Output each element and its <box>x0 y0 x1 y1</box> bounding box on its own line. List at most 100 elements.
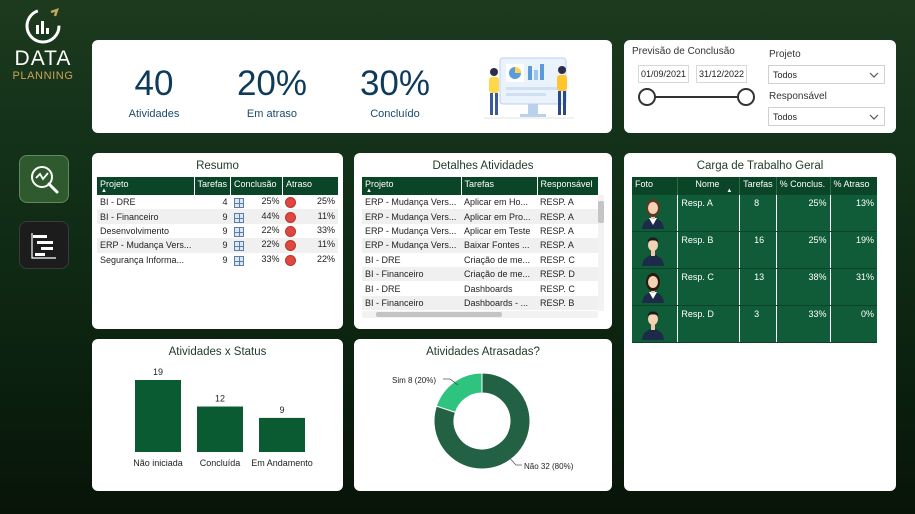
bar-value-label: 12 <box>215 394 225 404</box>
bar[interactable] <box>135 380 181 452</box>
carga-conclusao-cell: 38% <box>776 268 831 306</box>
detalhes-col-tarefas[interactable]: Tarefas <box>461 177 538 195</box>
resumo-projeto-cell: Desenvolvimento <box>100 225 170 236</box>
carga-col-atraso[interactable]: % Atraso <box>830 177 877 195</box>
scrollbar-thumb[interactable] <box>598 201 604 223</box>
avatar <box>632 195 679 232</box>
slider-start-handle[interactable] <box>638 88 656 106</box>
grid-icon <box>233 212 244 223</box>
detalhes-vertical-scrollbar[interactable] <box>598 195 604 311</box>
table-row[interactable]: BI - DRE 4 25% 25% <box>97 195 338 209</box>
brand-line2: PLANNING <box>12 70 74 82</box>
slider-end-handle[interactable] <box>737 88 755 106</box>
bar-value-label: 9 <box>279 405 284 415</box>
kpi-concluido: 30% Concluído <box>340 64 450 120</box>
bar[interactable] <box>259 417 305 452</box>
detalhes-col-responsavel[interactable]: Responsável <box>537 177 598 195</box>
detalhes-tarefa-cell: Aplicar em Pro... <box>461 209 537 224</box>
table-row[interactable]: Segurança Informa... 9 33% 22% <box>97 253 338 267</box>
resumo-projeto-cell: ERP - Mudança Vers... <box>97 238 194 253</box>
leader-line <box>505 453 522 466</box>
carga-nome-cell: Resp. B <box>677 231 741 269</box>
late-status-icon <box>285 225 297 237</box>
resumo-conclusao-cell: 22% <box>230 238 283 253</box>
table-row[interactable]: Resp. B 16 25% 19% <box>632 231 877 269</box>
resumo-tarefas-cell: 9 <box>222 254 228 265</box>
kpi-concluido-label: Concluído <box>370 108 420 120</box>
magnifier-chart-icon <box>31 166 59 194</box>
carga-col-foto[interactable]: Foto <box>632 177 679 195</box>
dashboard-illustration-icon <box>484 57 574 119</box>
table-row[interactable]: ERP - Mudança Vers... Baixar Fontes ... RE… <box>362 238 598 253</box>
carga-col-conclusao[interactable]: % Conclus. <box>776 177 831 195</box>
detalhes-card: Detalhes Atividades Projeto ▲ Tarefas Res… <box>354 153 612 329</box>
late-chart-card: Atividades Atrasadas? Sim 8 (20%) Não 32 … <box>354 339 612 491</box>
responsible-select[interactable]: Todos <box>768 107 885 126</box>
resumo-atraso-cell: 11% <box>282 209 338 224</box>
resumo-conclusao-cell: 33% <box>231 253 283 267</box>
kpi-concluido-value: 30% <box>359 64 431 103</box>
table-row[interactable]: ERP - Mudança Vers... Aplicar em Pro... RE… <box>362 209 598 224</box>
grid-icon <box>233 226 244 237</box>
late-chart-title: Atividades Atrasadas? <box>426 346 540 358</box>
resumo-col-tarefas[interactable]: Tarefas <box>194 177 232 195</box>
date-range-slider[interactable] <box>638 87 758 107</box>
table-row[interactable]: ERP - Mudança Vers... Aplicar em Teste RES… <box>362 224 598 238</box>
table-row[interactable]: BI - DRE Dashboards RESP. C <box>362 281 598 295</box>
forecast-label: Previsão de Conclusão <box>632 46 735 57</box>
carga-tarefas-cell: 3 <box>739 305 777 343</box>
carga-table: Foto Nome ▲ Tarefas % Conclus. % Atraso R… <box>632 177 877 343</box>
detalhes-projeto-cell: ERP - Mudança Vers... <box>362 238 461 253</box>
resumo-atraso-cell: 25% <box>282 195 338 209</box>
brand-line1: DATA <box>14 47 72 70</box>
detalhes-horizontal-scrollbar[interactable] <box>362 311 598 318</box>
resumo-conclusao-cell: 22% <box>231 224 283 238</box>
table-row[interactable]: BI - DRE Criação de me... RESP. C <box>362 253 598 267</box>
detalhes-tarefa-cell: Aplicar em Ho... <box>464 197 529 208</box>
carga-col-tarefas[interactable]: Tarefas <box>739 177 777 195</box>
donut-slice[interactable] <box>433 372 531 470</box>
resumo-atraso-value: 22% <box>316 253 335 264</box>
man-avatar-icon <box>642 311 664 340</box>
detalhes-tarefa-cell: Aplicar em Teste <box>464 225 531 236</box>
carga-col-nome[interactable]: Nome ▲ <box>677 177 741 195</box>
carga-card: Carga de Trabalho Geral Foto Nome ▲ Taref… <box>624 153 896 491</box>
donut-label-sim: Sim 8 (20%) <box>392 376 436 385</box>
carga-atraso-cell: 31% <box>830 268 877 306</box>
analysis-nav-button[interactable] <box>19 155 69 203</box>
table-row[interactable]: BI - Financeiro 9 44% 11% <box>97 209 338 224</box>
table-row[interactable]: ERP - Mudança Vers... 9 22% 11% <box>97 238 338 253</box>
table-row[interactable]: ERP - Mudança Vers... Aplicar em Ho... RES… <box>362 195 598 209</box>
grid-icon <box>233 198 244 209</box>
bar[interactable] <box>197 406 243 452</box>
table-row[interactable]: BI - Financeiro Dashboards - ... RESP. B <box>362 295 598 311</box>
carga-tarefas-cell: 8 <box>739 195 777 232</box>
detalhes-resp-cell: RESP. A <box>540 197 574 208</box>
detalhes-scroll-area[interactable]: Projeto ▲ Tarefas Responsável ERP - Mudan… <box>362 177 604 320</box>
late-donut-chart: Sim 8 (20%) Não 32 (80%) <box>392 372 574 471</box>
donut-label-nao: Não 32 (80%) <box>524 462 574 471</box>
late-status-icon <box>285 197 297 209</box>
resumo-col-conclusao[interactable]: Conclusão <box>230 177 283 195</box>
project-select[interactable]: Todos <box>768 65 885 84</box>
scrollbar-thumb[interactable] <box>376 312 502 317</box>
carga-nome-cell: Resp. A <box>677 195 741 232</box>
table-row[interactable]: BI - Financeiro Criação de me... RESP. D <box>362 266 598 282</box>
table-row[interactable]: Desenvolvimento 9 22% 33% <box>97 224 338 238</box>
carga-atraso-cell: 0% <box>830 305 877 343</box>
carga-atraso-cell: 19% <box>830 231 877 269</box>
resumo-col-projeto[interactable]: Projeto ▲ <box>97 177 195 195</box>
late-status-icon <box>285 240 297 252</box>
detalhes-col-projeto[interactable]: Projeto ▲ <box>362 177 462 195</box>
table-row[interactable]: Resp. A 8 25% 13% <box>632 195 877 232</box>
resumo-col-atraso[interactable]: Atraso <box>282 177 338 195</box>
gantt-nav-button[interactable] <box>19 221 69 269</box>
date-end-input[interactable]: 31/12/2022 <box>696 65 747 83</box>
resumo-conclusao-value: 22% <box>261 239 280 250</box>
date-start-input[interactable]: 01/09/2021 <box>638 65 689 83</box>
resumo-card: Resumo Projeto ▲ Tarefas Conclusão Atraso… <box>92 153 343 329</box>
table-row[interactable]: Resp. C 13 38% 31% <box>632 268 877 306</box>
table-row[interactable]: Resp. D 3 33% 0% <box>632 305 877 343</box>
woman-avatar-icon <box>642 199 664 229</box>
resumo-projeto-cell: BI - Financeiro <box>97 209 194 224</box>
